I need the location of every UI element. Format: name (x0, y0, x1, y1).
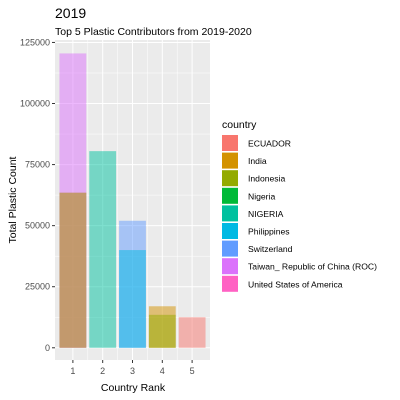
legend-label: Philippines (248, 227, 290, 237)
legend-key (222, 152, 238, 169)
y-axis-title: Total Plastic Count (7, 156, 19, 243)
chart-title: 2019 (55, 5, 86, 21)
legend-key (222, 223, 238, 239)
legend: ECUADOR India Indonesia Nigeria NIGERIA Phili… (222, 135, 377, 292)
y-tick-label: 25000 (25, 282, 50, 292)
legend-label: Taiwan_ Republic of China (ROC) (248, 262, 377, 272)
y-tick-label: 75000 (25, 160, 50, 170)
legend-label: Indonesia (248, 174, 285, 184)
legend-key (222, 240, 238, 257)
chart-subtitle: Top 5 Plastic Contributors from 2019-202… (55, 26, 252, 38)
y-tick-label: 50000 (25, 221, 50, 231)
bar (59, 192, 87, 348)
legend-key (222, 187, 238, 204)
legend-key (222, 275, 238, 292)
x-tick-label: 4 (160, 366, 165, 376)
bar (148, 314, 176, 348)
legend-title: country (222, 119, 257, 131)
legend-key (222, 258, 238, 275)
y-tick-label: 0 (45, 343, 50, 353)
bar (119, 250, 146, 348)
x-tick-label: 3 (130, 366, 135, 376)
legend-label: ECUADOR (248, 139, 291, 149)
x-axis-title: Country Rank (101, 382, 166, 394)
legend-key (222, 170, 238, 187)
legend-label: NIGERIA (248, 209, 284, 219)
bar (89, 151, 117, 348)
x-tick-label: 1 (70, 366, 75, 376)
x-tick-label: 2 (100, 366, 105, 376)
y-tick-label: 125000 (20, 37, 50, 47)
legend-label: India (248, 156, 267, 166)
legend-label: United States of America (248, 279, 343, 289)
bar (178, 317, 206, 348)
legend-label: Nigeria (248, 191, 275, 201)
legend-key (222, 135, 238, 151)
legend-key (222, 205, 238, 222)
bars (59, 53, 206, 348)
y-axis: 0 25000 50000 75000 100000 125000 (20, 37, 55, 353)
x-tick-label: 5 (190, 366, 195, 376)
y-tick-label: 100000 (20, 99, 50, 109)
legend-label: Switzerland (248, 244, 293, 254)
x-axis: 1 2 3 4 5 (70, 360, 195, 376)
